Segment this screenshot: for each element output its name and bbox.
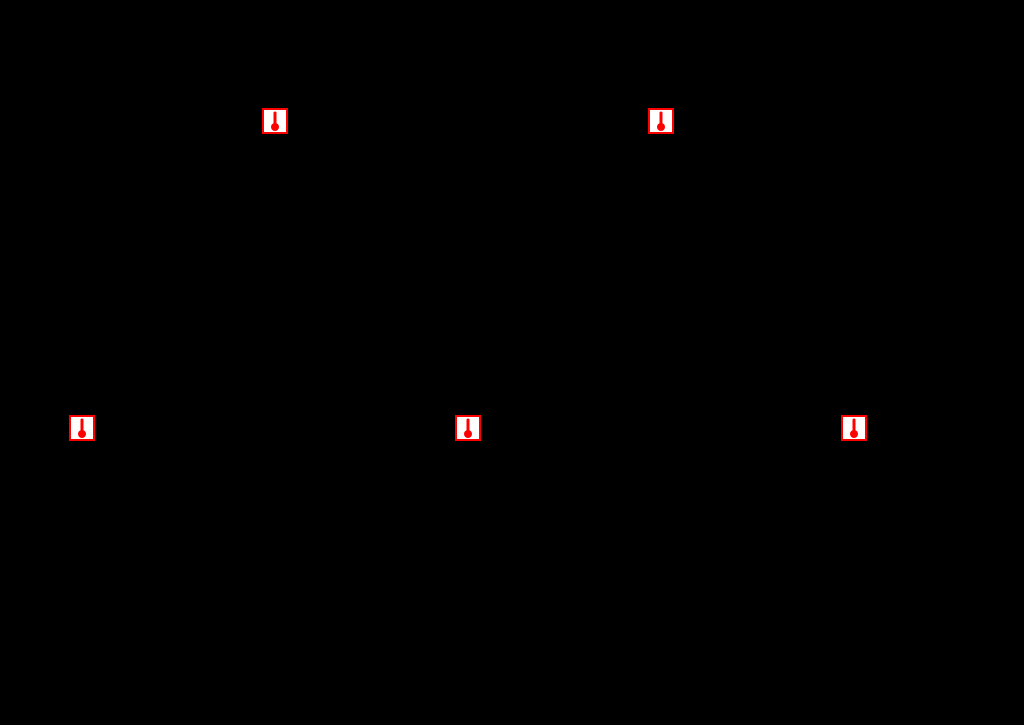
sensor-card[interactable] (648, 108, 674, 134)
sensor-card[interactable] (262, 108, 288, 134)
thermometer-icon (69, 415, 95, 441)
thermometer-icon (648, 108, 674, 134)
sensor-card[interactable] (841, 415, 867, 441)
thermometer-icon (455, 415, 481, 441)
sensor-card[interactable] (69, 415, 95, 441)
thermometer-icon (841, 415, 867, 441)
thermometer-icon (262, 108, 288, 134)
sensor-card[interactable] (455, 415, 481, 441)
